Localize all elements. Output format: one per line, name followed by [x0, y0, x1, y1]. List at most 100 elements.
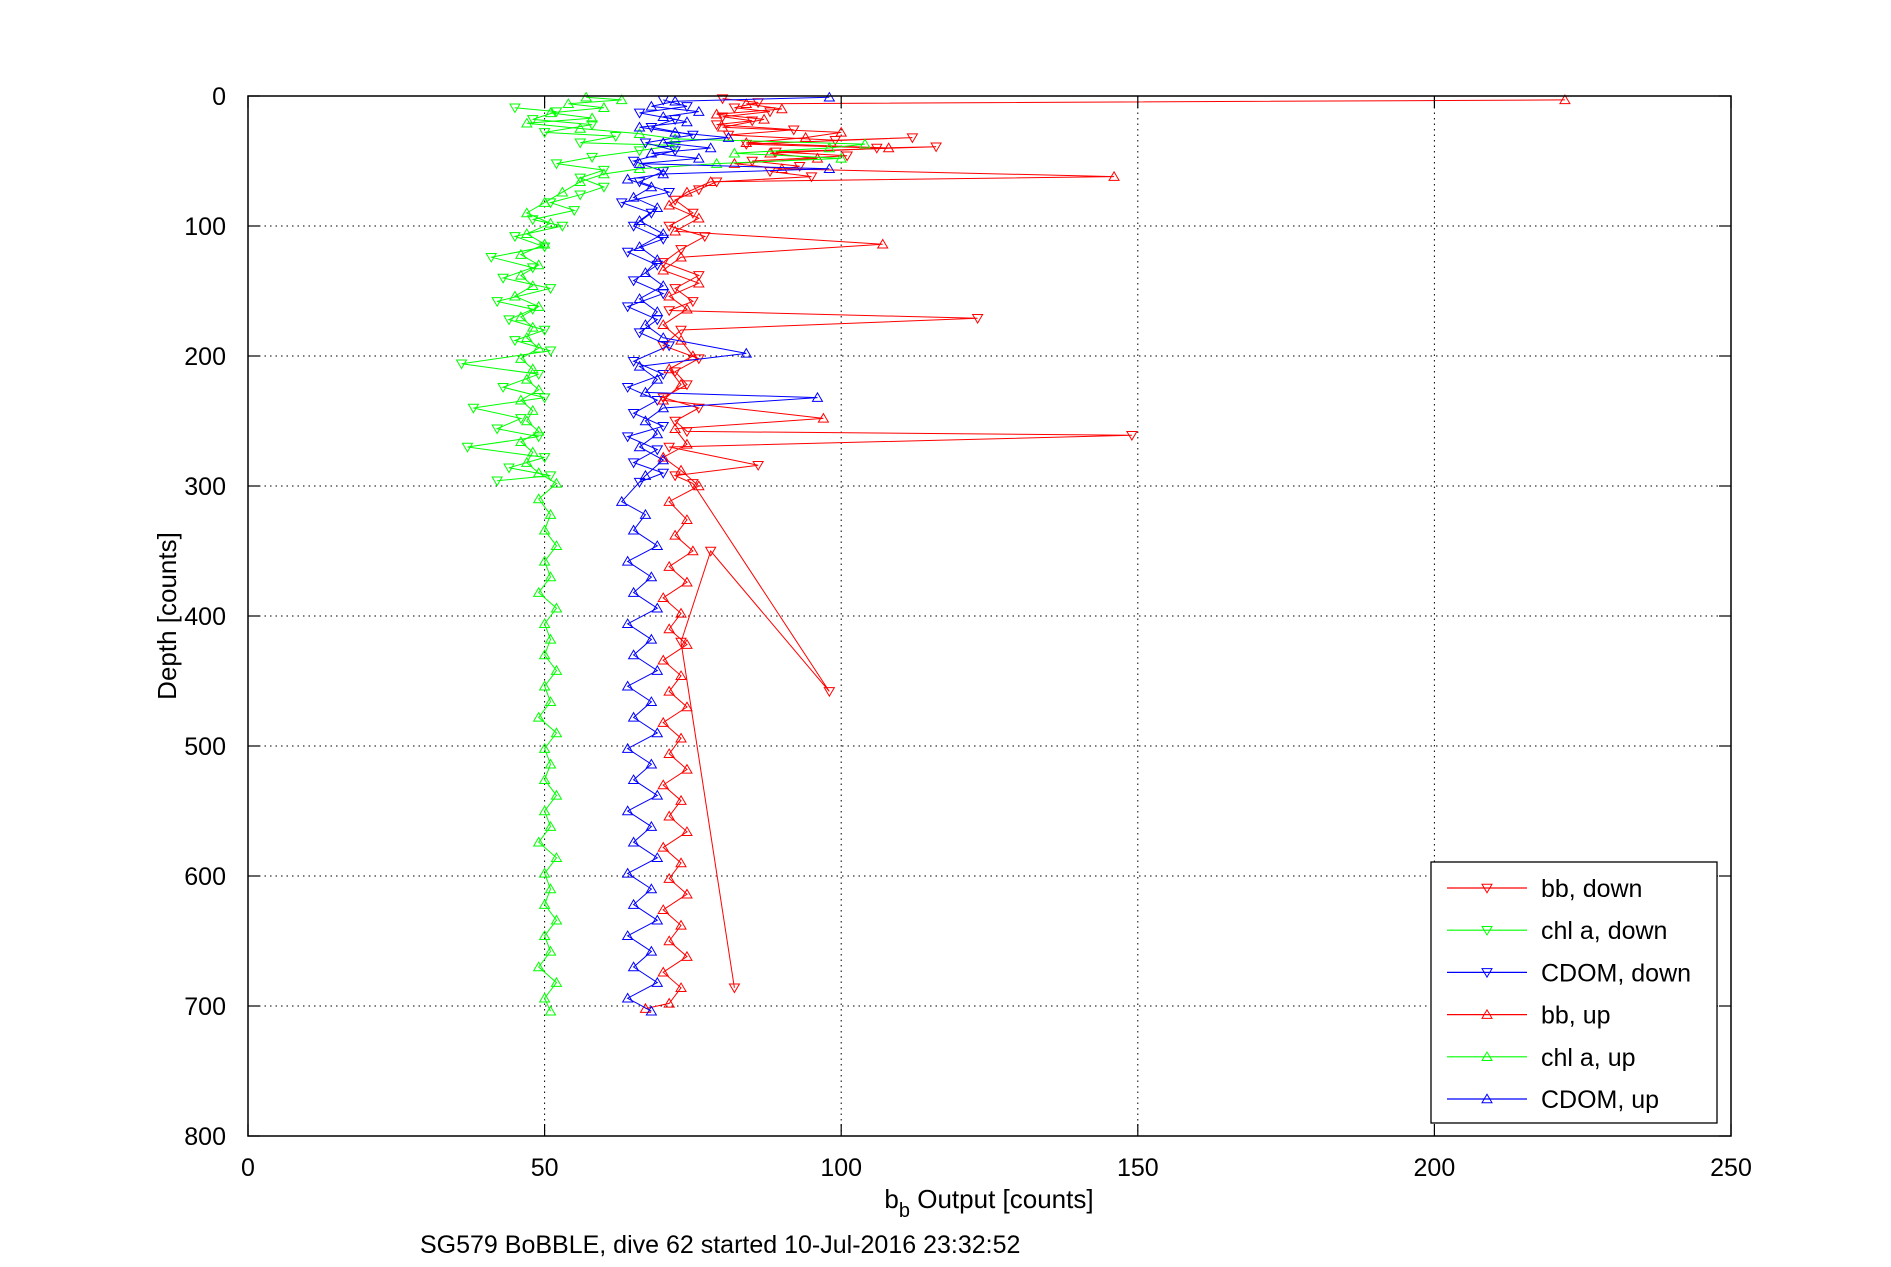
data-point-bb-up	[663, 935, 676, 946]
data-point-chl-a-up	[538, 867, 551, 878]
data-point-chl-a-up	[526, 280, 539, 291]
data-point-cdom-up	[639, 469, 652, 480]
legend-entry-chl-a-down: chl a, down	[1447, 917, 1667, 945]
data-point-cdom-up	[621, 173, 634, 184]
data-point-bb-up	[663, 997, 676, 1008]
data-point-chl-a-down	[633, 146, 646, 157]
y-tick-label: 600	[184, 863, 226, 891]
data-point-chl-a-up	[532, 493, 545, 504]
data-point-cdom-up	[645, 758, 658, 769]
data-point-bb-up	[669, 225, 681, 236]
legend-label: bb, up	[1541, 1002, 1611, 1030]
data-point-chl-a-down	[598, 182, 610, 193]
data-point-bb-up	[692, 480, 705, 491]
data-point-cdom-down	[633, 108, 646, 119]
data-point-bb-up	[704, 176, 717, 187]
data-point-bb-up	[758, 113, 770, 124]
data-point-chl-a-up	[538, 649, 551, 660]
y-axis-label: Depth [counts]	[152, 532, 182, 700]
data-point-bb-down	[823, 687, 836, 698]
data-point-bb-up	[657, 841, 670, 852]
data-point-chl-a-up	[633, 127, 646, 138]
data-point-chl-a-up	[538, 898, 551, 909]
data-point-chl-a-down	[568, 206, 581, 217]
legend-entries: bb, down chl a, down CDOM, down bb, up chl a…	[1447, 875, 1691, 1114]
data-point-chl-a-down	[485, 252, 498, 263]
data-point-cdom-up	[621, 618, 634, 629]
data-point-chl-a-up	[859, 138, 871, 149]
data-point-chl-a-up	[550, 727, 563, 738]
data-point-bb-up	[657, 904, 670, 915]
data-point-chl-a-up	[835, 152, 848, 163]
y-tick-label: 0	[212, 83, 226, 111]
data-point-cdom-up	[633, 241, 646, 252]
data-point-chl-a-up	[538, 524, 551, 535]
series-line-bb-down	[661, 98, 1132, 988]
figure-caption: SG579 BoBBLE, dive 62 started 10-Jul-201…	[420, 1231, 1020, 1259]
data-point-bb-down	[692, 271, 705, 282]
data-point-chl-a-up	[514, 436, 527, 447]
y-tick-label: 800	[184, 1123, 226, 1151]
data-point-chl-a-up	[520, 415, 533, 426]
data-point-chl-a-up	[538, 238, 551, 249]
data-point-bb-up	[776, 163, 788, 174]
data-point-bb-up	[675, 251, 687, 262]
data-point-chl-a-up	[598, 168, 610, 179]
data-point-cdom-up	[651, 202, 664, 213]
data-point-cdom-up	[645, 571, 658, 582]
series-bb-up	[639, 94, 1571, 1013]
data-point-chl-a-up	[574, 176, 587, 187]
data-point-bb-up	[675, 670, 687, 681]
data-point-chl-a-down	[497, 273, 509, 284]
data-point-cdom-up	[645, 633, 658, 644]
data-point-chl-a-up	[509, 290, 521, 301]
data-point-cdom-up	[633, 121, 646, 132]
data-point-chl-a-up	[544, 633, 557, 644]
data-point-cdom-up	[657, 111, 670, 122]
data-point-chl-a-down	[550, 159, 563, 170]
data-point-chl-a-up	[526, 446, 539, 457]
data-point-cdom-up	[627, 898, 640, 909]
data-point-chl-a-up	[532, 961, 545, 972]
data-point-bb-up	[675, 464, 687, 475]
data-point-chl-a-up	[574, 122, 587, 133]
data-point-chl-a-up	[532, 425, 545, 436]
data-point-bb-up	[663, 810, 676, 821]
data-point-chl-a-down	[526, 115, 539, 126]
data-point-cdom-down	[621, 382, 634, 393]
data-point-cdom-up	[692, 105, 705, 116]
data-point-cdom-down	[687, 130, 699, 141]
data-point-bb-down	[930, 142, 942, 153]
data-point-cdom-up	[657, 228, 670, 239]
data-point-cdom-up	[627, 961, 640, 972]
legend-entry-bb-down: bb, down	[1447, 875, 1642, 903]
data-point-chl-a-up	[550, 602, 563, 613]
data-point-chl-a-down	[609, 132, 622, 143]
data-point-cdom-up	[657, 402, 670, 413]
data-point-bb-up	[657, 716, 670, 727]
data-point-bb-up	[710, 108, 723, 119]
data-point-bb-up	[657, 654, 670, 665]
data-point-bb-down	[669, 284, 681, 295]
data-point-chl-a-up	[728, 147, 741, 158]
data-point-cdom-down	[639, 138, 652, 149]
data-point-chl-a-up	[514, 394, 527, 405]
data-point-chl-a-up	[538, 680, 551, 691]
data-point-cdom-up	[645, 883, 658, 894]
data-point-cdom-down	[651, 260, 664, 271]
data-point-bb-down	[687, 479, 699, 490]
data-point-cdom-up	[657, 454, 670, 465]
data-point-cdom-up	[645, 820, 658, 831]
data-point-cdom-up	[621, 992, 634, 1003]
data-point-bb-up	[675, 919, 687, 930]
data-point-chl-a-up	[580, 91, 592, 102]
legend: bb, down chl a, down CDOM, down bb, up chl a…	[1430, 861, 1718, 1124]
legend-swatch-marker	[1481, 925, 1493, 936]
data-point-chl-a-up	[520, 332, 533, 343]
data-point-bb-down	[722, 130, 735, 141]
data-point-cdom-up	[811, 391, 824, 402]
data-point-bb-up	[663, 495, 676, 506]
data-point-cdom-down	[627, 276, 640, 287]
